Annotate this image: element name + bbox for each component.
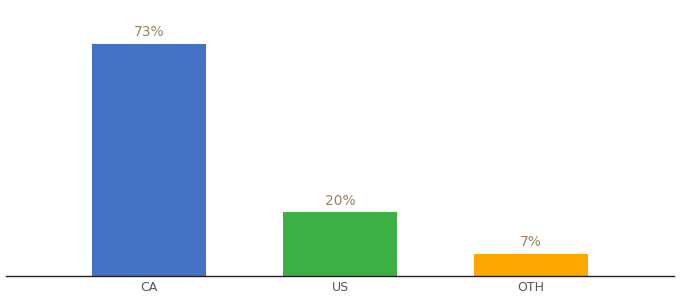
Text: 73%: 73% [133,25,164,39]
Text: 20%: 20% [324,194,356,208]
Bar [474,254,588,276]
Bar [92,44,206,276]
Text: 7%: 7% [520,235,542,249]
Bar [283,212,397,276]
